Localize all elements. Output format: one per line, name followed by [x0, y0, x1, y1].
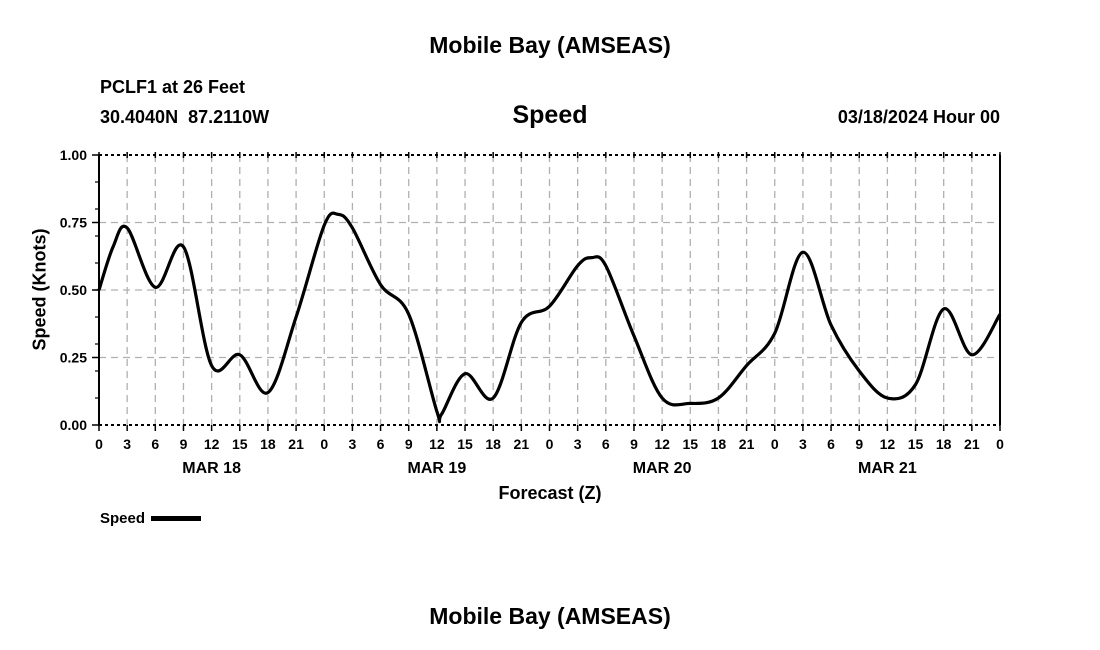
x-tick-label: 21: [514, 436, 530, 452]
legend-label: Speed: [100, 510, 146, 527]
y-tick-label: 0.25: [60, 350, 87, 366]
y-tick-label: 0.00: [60, 417, 87, 433]
x-tick-label: 9: [630, 436, 638, 452]
x-tick-label: 0: [95, 436, 103, 452]
x-tick-label: 6: [151, 436, 159, 452]
x-tick-label: 21: [288, 436, 304, 452]
x-tick-label: 9: [180, 436, 188, 452]
x-tick-label: 0: [546, 436, 554, 452]
date-label: MAR 19: [408, 460, 467, 477]
y-tick-label: 0.75: [60, 215, 87, 231]
x-tick-label: 3: [574, 436, 582, 452]
x-tick-label: 0: [771, 436, 779, 452]
x-tick-label: 6: [827, 436, 835, 452]
x-tick-label: 21: [739, 436, 755, 452]
x-tick-label: 9: [405, 436, 413, 452]
x-tick-label: 18: [485, 436, 501, 452]
x-tick-label: 3: [799, 436, 807, 452]
speed-series-line: [97, 211, 1002, 424]
x-tick-label: 15: [457, 436, 473, 452]
x-tick-label: 3: [123, 436, 131, 452]
date-label: MAR 20: [633, 460, 692, 477]
x-tick-label: 15: [682, 436, 698, 452]
x-tick-label: 12: [654, 436, 670, 452]
x-tick-label: 0: [320, 436, 328, 452]
x-tick-label: 18: [260, 436, 276, 452]
x-tick-label: 6: [377, 436, 385, 452]
y-axis-label: Speed (Knots): [29, 228, 50, 351]
x-tick-label: 9: [855, 436, 863, 452]
date-label: MAR 21: [858, 460, 917, 477]
x-tick-label: 15: [908, 436, 924, 452]
date-label: MAR 18: [182, 460, 241, 477]
legend: Speed: [100, 510, 202, 528]
x-tick-label: 15: [232, 436, 248, 452]
x-tick-label: 18: [936, 436, 952, 452]
x-tick-label: 12: [204, 436, 220, 452]
station-label: PCLF1 at 26 Feet: [100, 77, 246, 97]
datetime-label: 03/18/2024 Hour 00: [837, 107, 1000, 127]
x-tick-label: 0: [996, 436, 1004, 452]
legend-swatch: [151, 516, 202, 522]
coordinates-label: 30.4040N 87.2110W: [100, 107, 270, 127]
footer-title: Mobile Bay (AMSEAS): [429, 603, 671, 629]
x-tick-label: 12: [429, 436, 445, 452]
x-tick-label: 6: [602, 436, 610, 452]
variable-title: Speed: [512, 101, 588, 129]
y-tick-label: 1.00: [60, 147, 87, 163]
x-tick-label: 12: [880, 436, 896, 452]
chart-title: Mobile Bay (AMSEAS): [429, 32, 671, 58]
x-tick-label: 3: [349, 436, 357, 452]
x-tick-label: 18: [711, 436, 727, 452]
x-axis-label: Forecast (Z): [498, 483, 602, 503]
y-tick-label: 0.50: [60, 282, 87, 298]
x-tick-label: 21: [964, 436, 980, 452]
